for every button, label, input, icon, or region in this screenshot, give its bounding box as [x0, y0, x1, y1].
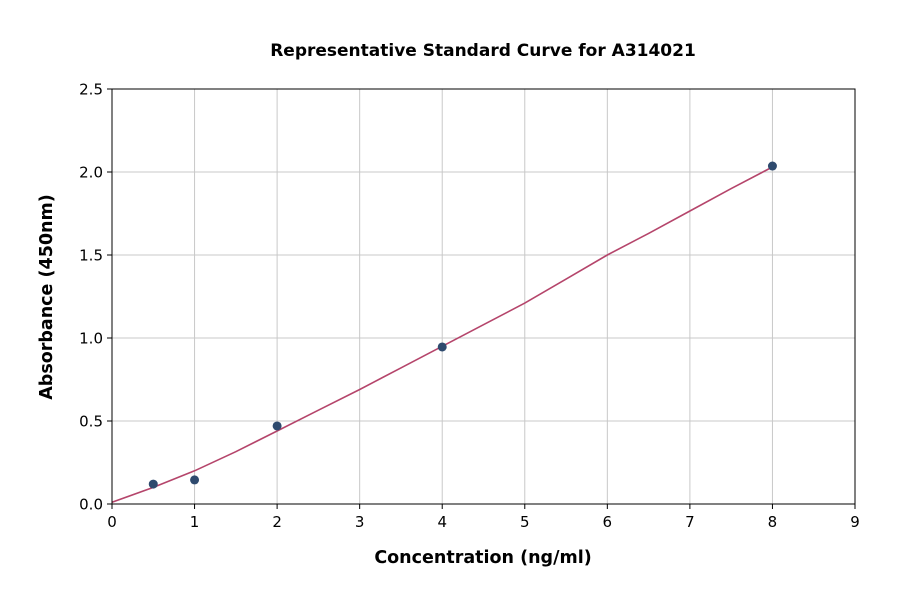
data-point — [767, 161, 777, 171]
chart-title: Representative Standard Curve for A31402… — [270, 41, 696, 61]
x-tick-label: 5 — [520, 513, 530, 531]
x-tick-label: 0 — [107, 513, 117, 531]
x-axis-ticks: 0 1 2 3 4 5 6 7 8 9 — [107, 504, 860, 531]
x-tick-label: 9 — [850, 513, 860, 531]
x-tick-label: 4 — [437, 513, 447, 531]
y-tick-label: 1.0 — [79, 330, 103, 348]
data-point — [148, 479, 158, 489]
x-tick-label: 8 — [768, 513, 778, 531]
x-axis-label: Concentration (ng/ml) — [374, 548, 591, 568]
x-tick-label: 2 — [272, 513, 282, 531]
data-point — [190, 475, 200, 485]
y-tick-label: 2.0 — [79, 164, 103, 182]
x-tick-label: 6 — [603, 513, 613, 531]
x-tick-label: 1 — [190, 513, 200, 531]
x-tick-label: 3 — [355, 513, 365, 531]
plot-frame — [111, 88, 856, 505]
data-point — [437, 342, 447, 352]
y-tick-label: 1.5 — [79, 247, 103, 265]
x-tick-label: 7 — [685, 513, 695, 531]
y-axis-ticks: 0.0 0.5 1.0 1.5 2.0 2.5 — [79, 81, 112, 514]
grid-lines — [111, 88, 856, 505]
y-axis-label: Absorbance (450nm) — [37, 194, 57, 400]
y-tick-label: 2.5 — [79, 81, 103, 99]
data-points — [148, 161, 777, 489]
y-tick-label: 0.5 — [79, 413, 103, 431]
data-point — [272, 421, 282, 431]
y-tick-label: 0.0 — [79, 496, 103, 514]
